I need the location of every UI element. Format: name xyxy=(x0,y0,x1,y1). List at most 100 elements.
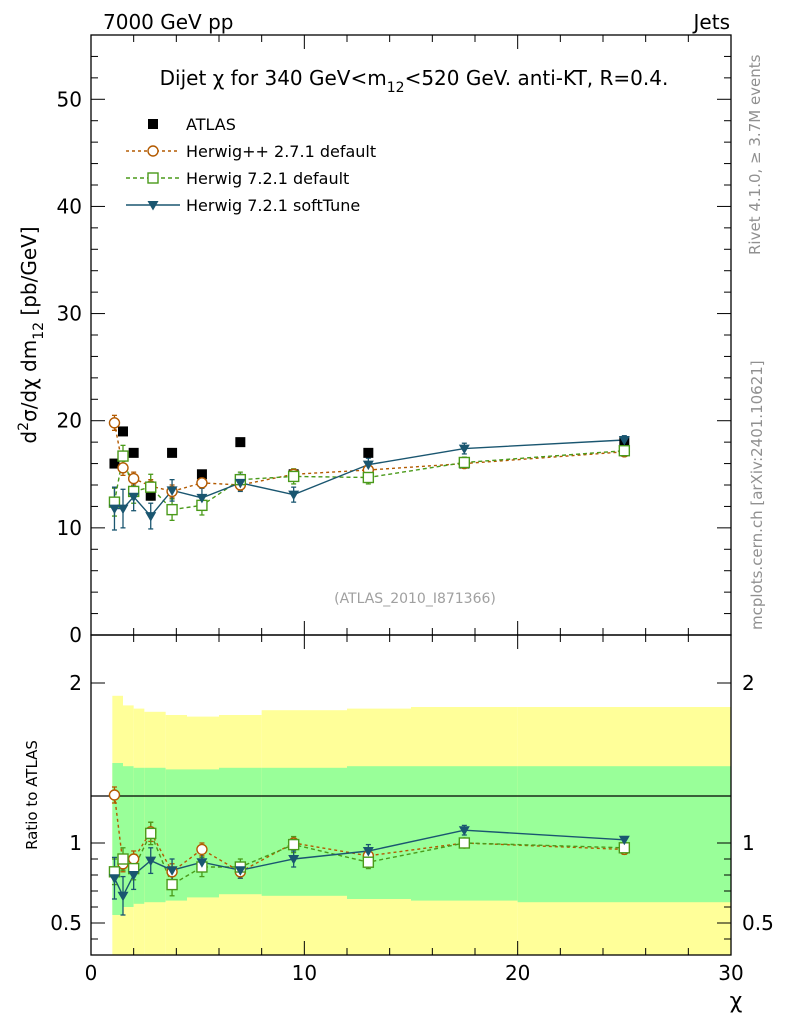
ratio-point-herwig-7-2-1-softtune xyxy=(234,866,246,876)
ratio-y-axis-label: Ratio to ATLAS xyxy=(23,740,41,850)
ratio-axes: 0.5 0.5 1 1 2 2 xyxy=(50,671,774,940)
main-y-tick-label: 10 xyxy=(57,516,82,540)
x-tick-label: 0 xyxy=(85,961,98,985)
ratio-y-tick-label-right: 1 xyxy=(742,831,755,855)
side-label-top: Rivet 4.1.0, ≥ 3.7M events xyxy=(746,54,764,255)
main-point-herwig-2-7-1-default xyxy=(196,477,208,489)
ratio-point-herwig-2-7-1-default xyxy=(108,789,121,801)
ratio-markers xyxy=(108,789,631,902)
ratio-line-herwig-2-7-1-default xyxy=(113,794,625,873)
ratio-band-green xyxy=(133,767,145,904)
ratio-y-tick-label-right: 2 xyxy=(742,671,755,695)
main-point-herwig-7-2-1-softtune xyxy=(362,460,374,471)
ratio-band-green xyxy=(261,767,347,896)
main-point-herwig-2-7-1-default xyxy=(117,462,129,474)
ratio-point-herwig-7-2-1-default xyxy=(362,856,375,868)
ratio-band-green xyxy=(123,766,134,907)
main-point-atlas xyxy=(145,490,156,501)
main-point-herwig-7-2-1-default xyxy=(287,470,300,483)
ratio-band-green xyxy=(517,766,731,903)
ratio-point-herwig-7-2-1-softtune xyxy=(458,826,470,836)
legend-marker xyxy=(148,119,158,129)
main-y-axis-label: d2σ/dχ dm12 [pb/GeV] xyxy=(16,226,47,443)
main-point-herwig-7-2-1-softtune xyxy=(618,436,630,446)
legend-entry-herwig-7-2-1-default: Herwig 7.2.1 default xyxy=(126,169,349,188)
ratio-band-green xyxy=(187,769,219,898)
main-point-atlas xyxy=(196,469,207,480)
main-point-herwig-7-2-1-softtune xyxy=(117,504,129,515)
ratio-point-herwig-2-7-1-default xyxy=(127,853,140,865)
ratio-uncertainty-bands xyxy=(112,695,731,955)
ratio-point-herwig-7-2-1-softtune xyxy=(362,847,374,857)
ratio-point-herwig-7-2-1-default xyxy=(145,827,157,840)
ratio-point-herwig-7-2-1-softtune xyxy=(117,891,129,902)
ratio-point-herwig-7-2-1-softtune xyxy=(618,835,630,846)
main-y-tick-label: 40 xyxy=(57,194,82,218)
header-right: Jets xyxy=(692,10,730,34)
main-point-atlas xyxy=(363,447,374,458)
main-markers xyxy=(108,417,631,522)
ratio-point-herwig-7-2-1-default xyxy=(117,853,129,865)
x-axis-label: χ xyxy=(730,989,743,1014)
ratio-point-herwig-7-2-1-softtune xyxy=(145,856,157,867)
legend-label: Herwig 7.2.1 default xyxy=(186,169,349,188)
header-left: 7000 GeV pp xyxy=(103,10,234,34)
main-panel: 0 10 20 30 40 50 Dijet χ for 340 GeV<m12<520 … xyxy=(16,34,732,647)
analysis-tag: (ATLAS_2010_I871366) xyxy=(334,591,496,607)
main-y-tick-label: 20 xyxy=(57,409,82,433)
legend: ATLAS Herwig++ 2.7.1 default Herwig 7.2.1 … xyxy=(126,115,376,215)
legend-marker xyxy=(147,201,159,211)
ratio-y-tick-label-right: 0.5 xyxy=(742,911,774,935)
ratio-y-tick-label-left: 2 xyxy=(69,671,82,695)
legend-marker xyxy=(147,145,159,157)
main-axes: 0 10 20 30 40 50 xyxy=(57,55,731,647)
ratio-point-herwig-7-2-1-default xyxy=(166,878,178,891)
ratio-band-green xyxy=(112,763,123,915)
legend-entry-atlas: ATLAS xyxy=(148,115,236,134)
main-y-tick-label: 0 xyxy=(69,623,82,647)
main-y-tick-label: 30 xyxy=(57,302,82,326)
main-point-atlas xyxy=(118,426,128,437)
ratio-y-tick-label-left: 0.5 xyxy=(50,911,82,935)
main-y-tick-label: 50 xyxy=(57,87,82,111)
main-point-herwig-2-7-1-default xyxy=(108,417,121,429)
main-point-herwig-7-2-1-default xyxy=(458,456,471,469)
ratio-point-herwig-7-2-1-default xyxy=(458,837,471,849)
x-axis: 0 10 20 30 xyxy=(85,35,744,985)
main-point-herwig-7-2-1-default xyxy=(618,445,631,457)
main-point-herwig-2-7-1-default xyxy=(127,472,140,485)
main-point-herwig-7-2-1-default xyxy=(117,450,129,462)
main-point-herwig-7-2-1-softtune xyxy=(166,486,178,496)
ratio-band-green xyxy=(347,766,411,899)
side-label-bottom: mcplots.cern.ch [arXiv:2401.10621] xyxy=(748,360,766,630)
x-tick-label: 20 xyxy=(505,961,530,985)
legend-label: Herwig++ 2.7.1 default xyxy=(186,142,376,161)
main-point-herwig-7-2-1-softtune xyxy=(288,490,300,501)
main-point-atlas xyxy=(128,447,139,458)
legend-entry-herwig-7-2-1-softtune: Herwig 7.2.1 softTune xyxy=(126,196,360,215)
main-point-herwig-7-2-1-softtune xyxy=(458,444,470,455)
main-point-herwig-7-2-1-softtune xyxy=(128,492,140,503)
main-point-herwig-7-2-1-softtune xyxy=(196,493,208,504)
legend-label: Herwig 7.2.1 softTune xyxy=(186,196,360,215)
ratio-point-herwig-7-2-1-softtune xyxy=(288,855,300,865)
ratio-point-herwig-7-2-1-softtune xyxy=(196,858,208,868)
main-point-atlas xyxy=(109,458,120,469)
main-point-herwig-7-2-1-softtune xyxy=(145,512,157,522)
main-point-herwig-7-2-1-default xyxy=(362,471,375,484)
x-tick-label: 30 xyxy=(718,961,743,985)
legend-marker xyxy=(147,172,159,184)
legend-entry-herwig-2-7-1-default: Herwig++ 2.7.1 default xyxy=(126,142,376,161)
main-point-atlas xyxy=(167,447,178,458)
ratio-point-herwig-7-2-1-default xyxy=(287,838,300,851)
main-point-herwig-7-2-1-default xyxy=(166,503,178,516)
ratio-y-tick-label-left: 1 xyxy=(69,831,82,855)
ratio-frame xyxy=(90,634,732,956)
main-point-herwig-7-2-1-softtune xyxy=(108,504,120,515)
ratio-point-herwig-2-7-1-default xyxy=(196,843,208,856)
main-point-atlas xyxy=(235,437,246,448)
ratio-point-herwig-7-2-1-softtune xyxy=(108,874,120,884)
ratio-panel: 0.5 0.5 1 1 2 2 Ratio to ATLAS xyxy=(23,634,774,956)
x-tick-label: 10 xyxy=(292,961,317,985)
